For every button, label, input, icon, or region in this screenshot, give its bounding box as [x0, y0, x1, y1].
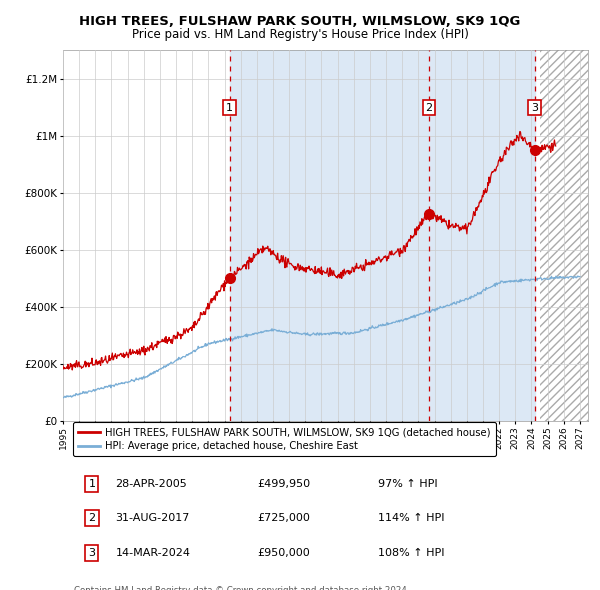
Text: 114% ↑ HPI: 114% ↑ HPI	[378, 513, 445, 523]
Bar	[539, 50, 588, 421]
Text: £499,950: £499,950	[257, 478, 310, 489]
Text: Contains HM Land Registry data © Crown copyright and database right 2024.: Contains HM Land Registry data © Crown c…	[74, 586, 409, 590]
Text: Price paid vs. HM Land Registry's House Price Index (HPI): Price paid vs. HM Land Registry's House …	[131, 28, 469, 41]
Text: 97% ↑ HPI: 97% ↑ HPI	[378, 478, 437, 489]
Text: 28-APR-2005: 28-APR-2005	[115, 478, 187, 489]
Text: 3: 3	[88, 548, 95, 558]
Text: £725,000: £725,000	[257, 513, 310, 523]
Text: £950,000: £950,000	[257, 548, 310, 558]
Text: 108% ↑ HPI: 108% ↑ HPI	[378, 548, 445, 558]
Text: 14-MAR-2024: 14-MAR-2024	[115, 548, 191, 558]
Text: 31-AUG-2017: 31-AUG-2017	[115, 513, 190, 523]
Text: 3: 3	[531, 103, 538, 113]
Text: 2: 2	[425, 103, 433, 113]
Text: 2: 2	[88, 513, 95, 523]
Legend: HIGH TREES, FULSHAW PARK SOUTH, WILMSLOW, SK9 1QG (detached house), HPI: Average: HIGH TREES, FULSHAW PARK SOUTH, WILMSLOW…	[73, 422, 496, 457]
Bar	[230, 50, 535, 421]
Text: 1: 1	[88, 478, 95, 489]
Text: 1: 1	[226, 103, 233, 113]
Text: HIGH TREES, FULSHAW PARK SOUTH, WILMSLOW, SK9 1QG: HIGH TREES, FULSHAW PARK SOUTH, WILMSLOW…	[79, 15, 521, 28]
